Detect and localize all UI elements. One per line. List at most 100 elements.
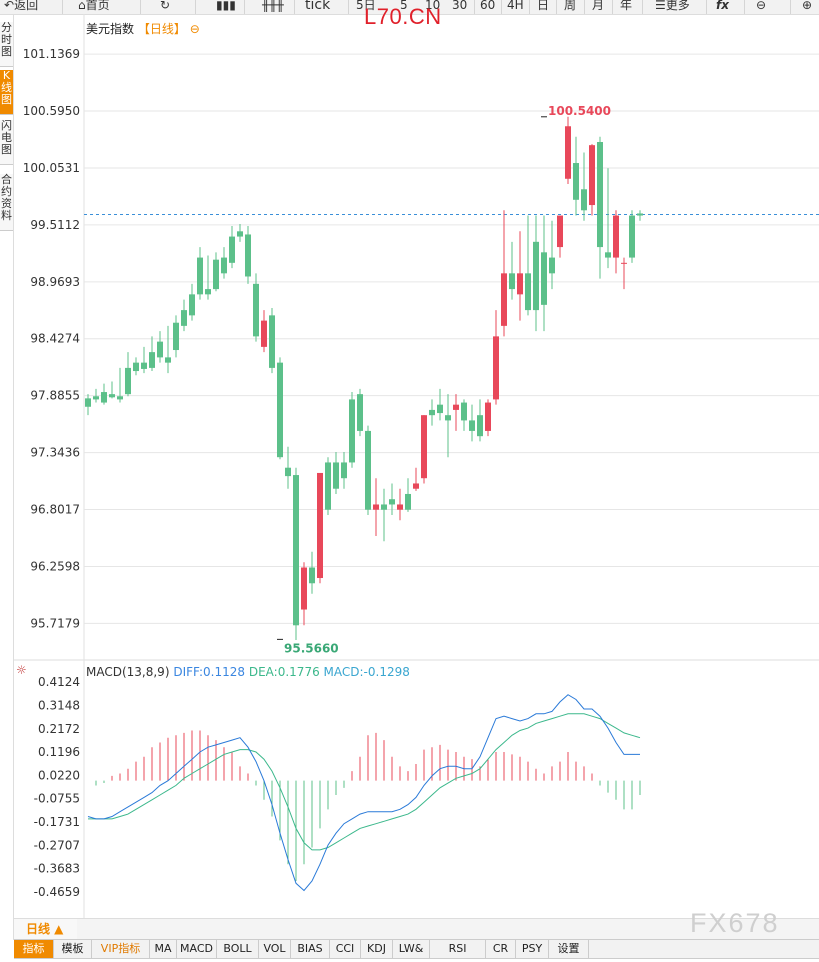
kline-y-tick-label: 95.7179 xyxy=(30,616,80,630)
zoom-in-icon[interactable]: ⊕ xyxy=(802,0,813,12)
side-tab-kline[interactable]: K线图 xyxy=(0,70,13,115)
toolbar-divider xyxy=(501,0,502,14)
tab-indicator[interactable]: 指标 xyxy=(14,940,54,958)
tab-lw[interactable]: LW& xyxy=(393,940,430,958)
high-price-label: 100.5400 xyxy=(548,104,611,118)
bar-chart-icon[interactable]: ▮▮▮ xyxy=(216,0,236,12)
candle-body xyxy=(525,273,531,311)
tick-button[interactable]: tick xyxy=(305,0,331,13)
toolbar-divider xyxy=(744,0,745,14)
side-tab-contract[interactable]: 合约资料 xyxy=(0,174,13,231)
candle-body xyxy=(517,273,523,295)
tab-ma[interactable]: MA xyxy=(150,940,177,958)
macd-y-tick-label: -0.2707 xyxy=(34,838,80,852)
diff-line xyxy=(87,694,640,892)
tab-vip-indicator[interactable]: VIP指标 xyxy=(92,940,150,958)
period-30min[interactable]: 30 xyxy=(452,0,468,12)
candle-body xyxy=(437,404,443,414)
candle-body xyxy=(333,462,339,489)
top-toolbar: ↶返回 ⌂首页 ↻ ▮▮▮ ╫╫╫ tick 5日 5 10 30 60 4H … xyxy=(0,0,819,15)
back-button[interactable]: ↶返回 xyxy=(4,0,39,12)
kline-y-tick-label: 97.8855 xyxy=(30,389,80,403)
more-button[interactable]: ☰更多 xyxy=(655,0,690,12)
kline-y-tick-label: 97.3436 xyxy=(30,446,80,460)
toolbar-divider xyxy=(474,0,475,14)
tab-boll[interactable]: BOLL xyxy=(217,940,259,958)
candle-body xyxy=(221,257,227,274)
candle-body xyxy=(557,215,563,248)
kline-y-tick-label: 96.2598 xyxy=(30,559,80,573)
candlestick-icon[interactable]: ╫╫╫ xyxy=(262,0,284,12)
candle-body xyxy=(509,273,515,290)
period-year[interactable]: 年 xyxy=(620,0,633,12)
candle-body xyxy=(93,396,99,400)
macd-title: MACD(13,8,9) DIFF:0.1128 DEA:0.1776 MACD… xyxy=(86,665,410,679)
macd-y-tick-label: 0.2172 xyxy=(38,722,80,736)
period-day[interactable]: 日 xyxy=(537,0,550,12)
macd-y-tick-label: -0.1731 xyxy=(34,815,80,829)
side-tab-flash[interactable]: 闪电图 xyxy=(0,120,13,165)
home-button[interactable]: ⌂首页 xyxy=(78,0,110,12)
side-tab-timeshare[interactable]: 分时图 xyxy=(0,22,13,67)
candle-body xyxy=(237,231,243,237)
candle-body xyxy=(469,420,475,431)
tab-settings[interactable]: 设置 xyxy=(549,940,589,958)
toolbar-divider xyxy=(790,0,791,14)
indicator-settings-icon[interactable]: ☼ xyxy=(16,663,27,677)
side-tabs: 分时图 K线图 闪电图 合约资料 xyxy=(0,22,13,232)
candle-body xyxy=(245,234,251,277)
period-week[interactable]: 周 xyxy=(564,0,577,12)
period-10min[interactable]: 10 xyxy=(425,0,441,12)
candle-body xyxy=(597,142,603,248)
period-5day[interactable]: 5日 xyxy=(356,0,376,12)
kline-y-tick-label: 99.5112 xyxy=(30,218,80,232)
left-gutter xyxy=(13,14,14,940)
formula-button[interactable]: fx xyxy=(716,0,729,12)
toolbar-divider xyxy=(642,0,643,14)
candle-body xyxy=(413,483,419,489)
period-5min[interactable]: 5 xyxy=(400,0,408,12)
compare-icon[interactable]: ⊖ xyxy=(189,22,200,36)
toolbar-divider xyxy=(706,0,707,14)
period-selector[interactable]: 日线 ▲ xyxy=(14,919,77,939)
candle-body xyxy=(621,262,627,264)
zoom-out-icon[interactable]: ⊖ xyxy=(756,0,767,12)
tab-psy[interactable]: PSY xyxy=(516,940,549,958)
candle-body xyxy=(101,392,107,403)
candle-body xyxy=(277,362,283,458)
candle-body xyxy=(493,336,499,400)
candle-body xyxy=(589,145,595,206)
tab-cci[interactable]: CCI xyxy=(330,940,361,958)
candle-body xyxy=(125,367,131,395)
candle-body xyxy=(325,462,331,510)
macd-label: MACD(13,8,9) xyxy=(86,665,170,679)
tab-bias[interactable]: BIAS xyxy=(291,940,330,958)
tab-vol[interactable]: VOL xyxy=(259,940,291,958)
candle-body xyxy=(149,352,155,368)
candle-body xyxy=(381,504,387,510)
tab-rsi[interactable]: RSI xyxy=(430,940,486,958)
candle-body xyxy=(397,504,403,510)
candle-body xyxy=(173,322,179,351)
candle-body xyxy=(629,215,635,258)
candle-body xyxy=(501,273,507,326)
kline-y-tick-label: 98.4274 xyxy=(30,332,80,346)
candle-body xyxy=(445,415,451,421)
candle-body xyxy=(213,259,219,290)
period-month[interactable]: 月 xyxy=(592,0,605,12)
tab-macd[interactable]: MACD xyxy=(177,940,217,958)
period-4h[interactable]: 4H xyxy=(507,0,524,12)
tab-kdj[interactable]: KDJ xyxy=(361,940,393,958)
period-60min[interactable]: 60 xyxy=(480,0,496,12)
candle-body xyxy=(365,430,371,510)
indicator-tabbar: 指标 模板 VIP指标 MA MACD BOLL VOL BIAS CCI KD… xyxy=(14,939,819,959)
refresh-icon[interactable]: ↻ xyxy=(160,0,171,12)
tab-template[interactable]: 模板 xyxy=(54,940,92,958)
macd-y-tick-label: -0.4659 xyxy=(34,885,80,899)
more-label: 更多 xyxy=(665,0,690,12)
time-axis-bar xyxy=(14,918,819,939)
candle-body xyxy=(181,310,187,326)
candle-body xyxy=(357,394,363,431)
tab-cr[interactable]: CR xyxy=(486,940,516,958)
